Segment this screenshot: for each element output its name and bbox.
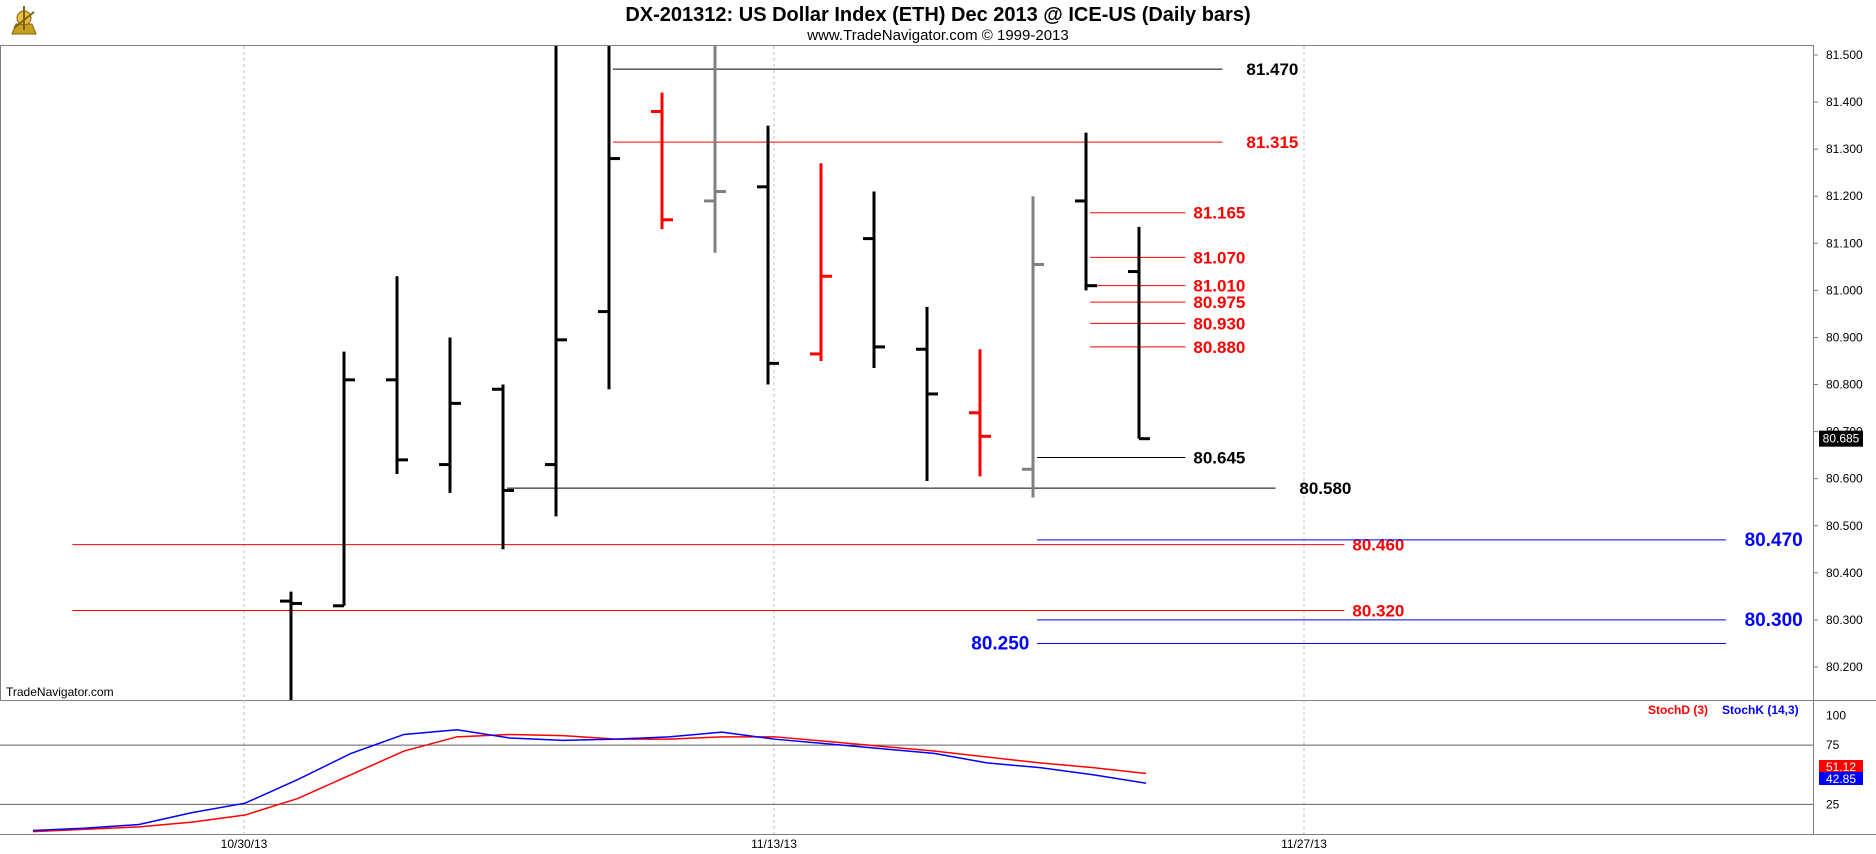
ohlc-bar (598, 46, 620, 390)
y-tick-label: 80.500 (1826, 519, 1863, 533)
ohlc-bar (545, 46, 567, 517)
level-label: 80.250 (971, 633, 1029, 654)
level-label: 81.165 (1193, 204, 1245, 223)
level-label: 80.300 (1745, 610, 1803, 631)
legend-stochk: StochK (14,3) (1722, 703, 1799, 717)
ohlc-bar (969, 349, 991, 477)
level-label: 80.470 (1745, 530, 1803, 551)
y-tick-label: 81.100 (1826, 236, 1863, 250)
ohlc-bar (492, 384, 514, 550)
level-label: 81.070 (1193, 248, 1245, 267)
ohlc-bar (810, 163, 832, 361)
ohlc-bar (757, 125, 779, 385)
last-price-tag: 80.685 (1819, 430, 1863, 447)
level-label: 80.460 (1352, 536, 1404, 555)
x-tick-label: 11/13/13 (751, 837, 797, 851)
level-label: 80.645 (1193, 449, 1245, 468)
level-label: 81.010 (1193, 277, 1245, 296)
y-tick-label: 80.400 (1826, 566, 1863, 580)
y-tick-label: 80.200 (1826, 660, 1863, 674)
ohlc-bar (386, 276, 408, 474)
y-tick-label: 80.300 (1826, 613, 1863, 627)
ohlc-bar (1128, 226, 1150, 441)
stoch-y-tick-label: 75 (1826, 738, 1840, 752)
price-panel-frame (0, 45, 1814, 701)
y-tick-label: 80.900 (1826, 330, 1863, 344)
y-tick-label: 80.800 (1826, 378, 1863, 392)
compass-logo-icon (11, 6, 37, 35)
ohlc-bar (651, 92, 673, 230)
y-tick-label: 81.000 (1826, 283, 1863, 297)
ohlc-bar (439, 337, 461, 493)
watermark-text: TradeNavigator.com (6, 685, 114, 699)
level-label: 80.880 (1193, 338, 1245, 357)
stoch-last-tag-bg (1819, 772, 1863, 785)
x-tick-label: 10/30/13 (221, 837, 268, 851)
y-tick-label: 81.500 (1826, 48, 1863, 62)
ohlc-bar (863, 191, 885, 369)
chart-title: DX-201312: US Dollar Index (ETH) Dec 201… (625, 4, 1250, 26)
y-tick-label: 81.300 (1826, 142, 1863, 156)
stoch-y-tick-label: 25 (1826, 797, 1840, 811)
stoch-last-tag: 51.12 (1826, 760, 1856, 774)
level-label: 80.320 (1352, 602, 1404, 621)
ohlc-bar (280, 591, 302, 700)
ohlc-bar (916, 306, 938, 482)
y-tick-label: 80.600 (1826, 472, 1863, 486)
level-label: 80.975 (1193, 293, 1245, 312)
ohlc-bar (704, 46, 726, 253)
ohlc-bar (1075, 132, 1097, 291)
stoch-y-axis: 100 75 25 (0, 708, 1846, 811)
ohlc-bar (333, 351, 355, 608)
level-label: 81.315 (1246, 133, 1298, 152)
price-y-axis: 81.500 81.400 81.300 81.200 81.100 81.000 80.9… (1813, 48, 1863, 674)
stoch-series-line (32, 733, 1147, 833)
stoch-last-tag: 42.85 (1826, 772, 1856, 786)
stoch-series-line (32, 728, 1147, 832)
y-tick-label: 81.200 (1826, 189, 1863, 203)
x-tick-label: 11/27/13 (1281, 837, 1327, 851)
last-price-value: 80.685 (1823, 432, 1860, 446)
chart-subtitle: www.TradeNavigator.com © 1999-2013 (806, 27, 1068, 44)
x-axis-ticks: 10/30/13 11/13/13 11/27/13 (221, 837, 1328, 851)
x-gridlines (243, 46, 1305, 834)
logo (11, 6, 37, 35)
ohlc-bar (1022, 196, 1044, 498)
level-label: 81.470 (1246, 60, 1298, 79)
stoch-last-tag-bg (1819, 760, 1863, 773)
legend-stochd: StochD (3) (1648, 703, 1708, 717)
ohlc-bars (280, 46, 1150, 700)
y-tick-label: 81.400 (1826, 95, 1863, 109)
stoch-y-tick-label: 100 (1826, 708, 1846, 722)
level-label: 80.930 (1193, 314, 1245, 333)
level-label: 80.580 (1299, 479, 1351, 498)
